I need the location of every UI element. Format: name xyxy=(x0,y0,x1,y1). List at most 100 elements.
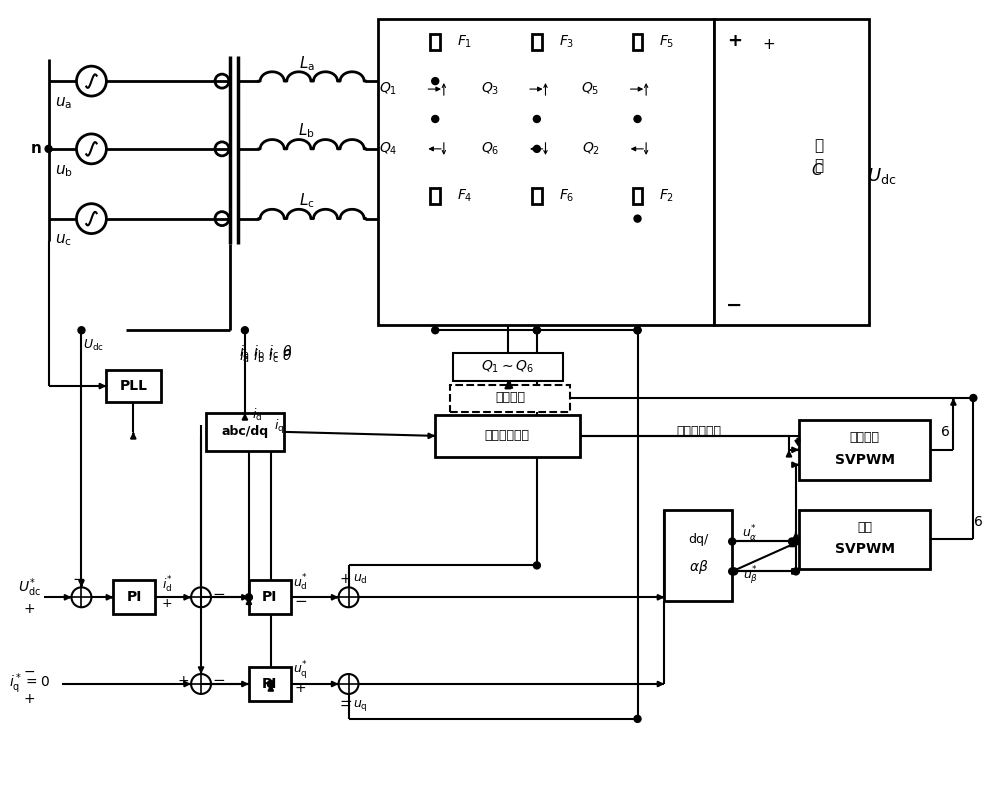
Text: +: + xyxy=(763,36,775,52)
Text: $\it{u}_{\beta}^{*}$: $\it{u}_{\beta}^{*}$ xyxy=(743,565,758,588)
Text: PI: PI xyxy=(262,590,277,604)
Circle shape xyxy=(267,680,274,688)
Text: $\it{i}_{\rm a}\ \it{i}_{\rm b}\ \it{i}_{\rm c}\ \theta$: $\it{i}_{\rm a}\ \it{i}_{\rm b}\ \it{i}_… xyxy=(239,347,293,365)
Circle shape xyxy=(731,568,738,575)
Text: $\it{L}_{\rm c}$: $\it{L}_{\rm c}$ xyxy=(299,191,315,210)
Text: 负: 负 xyxy=(814,139,823,153)
Text: $Q_1 \sim Q_6$: $Q_1 \sim Q_6$ xyxy=(481,359,534,375)
Text: +: + xyxy=(24,602,35,616)
Text: $\it{U}_{\rm dc}$: $\it{U}_{\rm dc}$ xyxy=(867,166,896,186)
Circle shape xyxy=(533,116,540,122)
Text: $\it{u}_{\rm q}^{*}$: $\it{u}_{\rm q}^{*}$ xyxy=(293,659,308,681)
Bar xyxy=(532,189,542,204)
Text: $\it{u}_{\rm d}^{*}$: $\it{u}_{\rm d}^{*}$ xyxy=(293,573,308,593)
Bar xyxy=(633,189,642,204)
Bar xyxy=(664,510,732,601)
Text: 6: 6 xyxy=(974,515,983,529)
Text: $\it{u}_{\rm b}$: $\it{u}_{\rm b}$ xyxy=(55,163,72,178)
Bar xyxy=(453,353,563,381)
Text: $Q_3$: $Q_3$ xyxy=(481,81,499,98)
Text: −: − xyxy=(340,699,351,713)
Bar xyxy=(532,34,542,50)
Text: +: + xyxy=(162,597,172,610)
Circle shape xyxy=(729,568,736,575)
Text: −: − xyxy=(294,594,307,609)
Text: $Q_2$: $Q_2$ xyxy=(582,140,600,157)
Text: PLL: PLL xyxy=(119,379,147,393)
Text: $\it{U}_{\rm dc}^{*}$: $\it{U}_{\rm dc}^{*}$ xyxy=(18,576,41,599)
Circle shape xyxy=(792,568,799,575)
Text: n: n xyxy=(31,141,42,156)
Text: $Q_6$: $Q_6$ xyxy=(481,140,499,157)
Text: +: + xyxy=(295,681,307,695)
Text: +: + xyxy=(177,674,189,688)
Text: +: + xyxy=(727,33,742,50)
Circle shape xyxy=(788,538,795,545)
Bar xyxy=(430,189,440,204)
Bar xyxy=(206,413,284,450)
Bar xyxy=(113,580,155,615)
Text: $\it{L}_{\rm a}$: $\it{L}_{\rm a}$ xyxy=(299,54,315,72)
Text: PI: PI xyxy=(262,677,277,691)
Text: $\it{i}_{\rm a}\ \it{i}_{\rm b}\ \it{i}_{\rm c}\ \theta$: $\it{i}_{\rm a}\ \it{i}_{\rm b}\ \it{i}_… xyxy=(239,343,293,361)
Text: $F_5$: $F_5$ xyxy=(659,33,675,50)
Text: $Q_4$: $Q_4$ xyxy=(379,140,397,157)
Text: PI: PI xyxy=(127,590,142,604)
Text: 正常: 正常 xyxy=(857,521,872,534)
Bar xyxy=(435,415,580,457)
Text: abc/dq: abc/dq xyxy=(221,425,268,439)
Text: $F_3$: $F_3$ xyxy=(559,33,574,50)
Text: −: − xyxy=(339,695,352,710)
Text: $\it{L}_{\rm b}$: $\it{L}_{\rm b}$ xyxy=(298,121,315,140)
Bar xyxy=(799,510,930,569)
Text: −: − xyxy=(213,587,225,602)
Circle shape xyxy=(970,394,977,401)
Text: −: − xyxy=(213,673,225,688)
Text: −: − xyxy=(726,296,742,315)
Text: SVPWM: SVPWM xyxy=(835,542,895,557)
Text: $\it{i}_{\rm d}$: $\it{i}_{\rm d}$ xyxy=(252,407,262,423)
Text: $\it{i}_{\rm q}^* = 0$: $\it{i}_{\rm q}^* = 0$ xyxy=(9,672,50,696)
Text: SVPWM: SVPWM xyxy=(835,453,895,467)
Bar xyxy=(106,370,161,402)
Bar xyxy=(430,34,440,50)
Circle shape xyxy=(792,538,799,545)
Circle shape xyxy=(533,327,540,334)
Text: C: C xyxy=(812,163,822,178)
Text: $\it{i}_{\rm q}$: $\it{i}_{\rm q}$ xyxy=(274,418,284,436)
Bar xyxy=(450,385,570,412)
Bar xyxy=(378,19,714,325)
Text: $\it{u}_{\rm q}$: $\it{u}_{\rm q}$ xyxy=(353,699,368,714)
Text: 算法切换: 算法切换 xyxy=(495,392,525,404)
Circle shape xyxy=(634,116,641,122)
Text: $F_6$: $F_6$ xyxy=(559,188,574,205)
Text: +: + xyxy=(340,573,351,586)
Circle shape xyxy=(241,327,248,334)
Text: 载: 载 xyxy=(814,159,823,174)
Text: +: + xyxy=(24,692,35,706)
Circle shape xyxy=(45,145,52,152)
Circle shape xyxy=(533,562,540,569)
Bar xyxy=(633,34,642,50)
Bar xyxy=(714,19,869,325)
Text: $\it{U}_{\rm dc}$: $\it{U}_{\rm dc}$ xyxy=(83,338,104,353)
Text: −: − xyxy=(72,572,85,587)
Text: dq/: dq/ xyxy=(688,533,708,546)
Text: 诊断定位故障: 诊断定位故障 xyxy=(677,425,722,439)
Bar xyxy=(249,580,291,615)
Circle shape xyxy=(634,327,641,334)
Circle shape xyxy=(432,327,439,334)
Text: 故障诊断算法: 故障诊断算法 xyxy=(484,429,529,442)
Text: 频率容错: 频率容错 xyxy=(850,431,880,444)
Text: $Q_1$: $Q_1$ xyxy=(379,81,397,98)
Text: $\it{u}_{\rm a}$: $\it{u}_{\rm a}$ xyxy=(55,95,72,111)
Circle shape xyxy=(78,327,85,334)
Circle shape xyxy=(245,594,252,601)
Bar xyxy=(799,420,930,480)
Text: $Q_5$: $Q_5$ xyxy=(581,81,600,98)
Text: $F_4$: $F_4$ xyxy=(457,188,473,205)
Text: $F_2$: $F_2$ xyxy=(659,188,675,205)
Circle shape xyxy=(432,116,439,122)
Text: −: − xyxy=(24,665,35,679)
Circle shape xyxy=(533,145,540,152)
